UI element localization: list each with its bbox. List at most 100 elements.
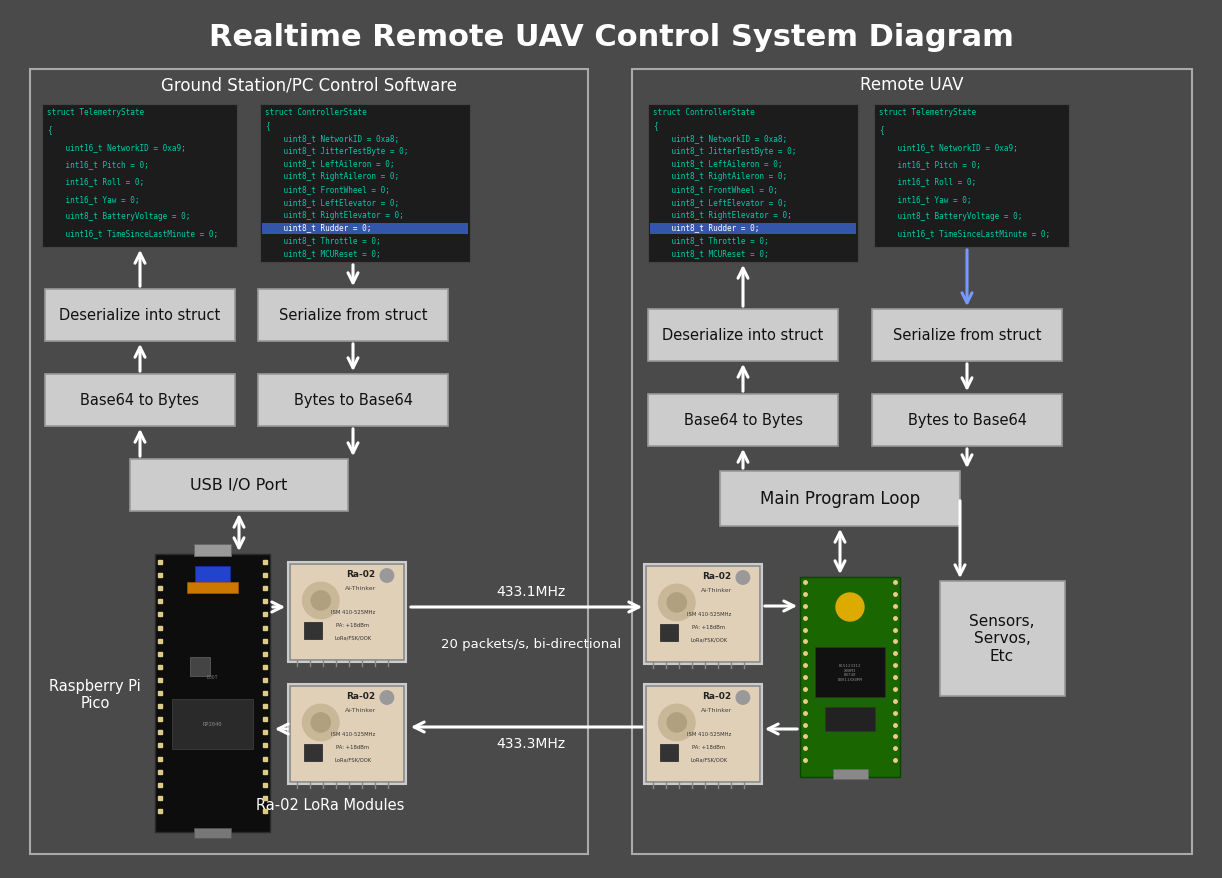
Circle shape [312,713,330,732]
Text: uint8_t MCUReset = 0;: uint8_t MCUReset = 0; [265,248,380,258]
Circle shape [312,591,330,610]
FancyBboxPatch shape [260,104,470,263]
Text: uint16_t TimeSinceLastMinute = 0;: uint16_t TimeSinceLastMinute = 0; [879,229,1050,238]
Text: Bytes to Base64: Bytes to Base64 [293,393,413,408]
Text: {: { [265,120,270,130]
Text: {: { [653,120,657,130]
Text: LoRa/FSK/OOK: LoRa/FSK/OOK [334,757,371,761]
FancyBboxPatch shape [172,699,253,749]
Text: uint8_t RightElevator = 0;: uint8_t RightElevator = 0; [265,211,403,220]
Text: PA: +18dBm: PA: +18dBm [692,624,726,630]
Text: Main Program Loop: Main Program Loop [760,490,920,507]
FancyBboxPatch shape [800,578,899,777]
Text: uint8_t RightElevator = 0;: uint8_t RightElevator = 0; [653,211,792,220]
Text: Ra-02: Ra-02 [346,570,375,579]
Circle shape [380,569,393,583]
Text: Base64 to Bytes: Base64 to Bytes [81,393,199,408]
Text: uint8_t BatteryVoltage = 0;: uint8_t BatteryVoltage = 0; [46,212,191,221]
Text: uint8_t LeftAileron = 0;: uint8_t LeftAileron = 0; [653,159,782,169]
Text: int16_t Roll = 0;: int16_t Roll = 0; [879,177,976,186]
FancyBboxPatch shape [290,687,404,782]
Text: uint8_t FrontWheel = 0;: uint8_t FrontWheel = 0; [265,184,390,194]
FancyBboxPatch shape [304,744,321,761]
FancyBboxPatch shape [194,828,231,838]
Text: uint8_t BatteryVoltage = 0;: uint8_t BatteryVoltage = 0; [879,212,1023,221]
Text: int16_t Yaw = 0;: int16_t Yaw = 0; [879,195,971,204]
Text: uint16_t NetworkID = 0xa9;: uint16_t NetworkID = 0xa9; [879,142,1018,152]
Text: uint8_t FrontWheel = 0;: uint8_t FrontWheel = 0; [653,184,778,194]
Text: uint8_t Throttle = 0;: uint8_t Throttle = 0; [653,236,769,245]
Text: struct ControllerState: struct ControllerState [265,108,367,117]
Circle shape [836,594,864,622]
Circle shape [303,704,338,741]
Text: Serialize from struct: Serialize from struct [893,328,1041,343]
Text: PA: +18dBm: PA: +18dBm [336,623,369,627]
FancyBboxPatch shape [832,769,868,779]
Text: BOOT: BOOT [207,673,219,679]
Text: uint8_t LeftElevator = 0;: uint8_t LeftElevator = 0; [653,198,787,206]
FancyBboxPatch shape [648,310,838,362]
FancyBboxPatch shape [45,290,235,342]
Text: uint8_t MCUReset = 0;: uint8_t MCUReset = 0; [653,248,769,258]
FancyBboxPatch shape [187,582,238,594]
Text: Ra-02: Ra-02 [703,572,731,580]
FancyBboxPatch shape [648,394,838,447]
Text: 433.3MHz: 433.3MHz [496,736,566,750]
Text: PA: +18dBm: PA: +18dBm [692,745,726,749]
Text: uint8_t Rudder = 0;: uint8_t Rudder = 0; [265,223,371,233]
Text: {: { [46,126,51,134]
Text: uint8_t JitterTestByte = 0;: uint8_t JitterTestByte = 0; [653,147,797,155]
FancyBboxPatch shape [650,223,855,234]
FancyBboxPatch shape [720,471,960,527]
Text: uint8_t LeftAileron = 0;: uint8_t LeftAileron = 0; [265,159,395,169]
Text: uint16_t NetworkID = 0xa9;: uint16_t NetworkID = 0xa9; [46,142,186,152]
Text: struct TelemetryState: struct TelemetryState [879,108,976,117]
FancyBboxPatch shape [262,223,468,234]
FancyBboxPatch shape [290,565,404,660]
Circle shape [380,691,393,704]
Text: uint8_t LeftElevator = 0;: uint8_t LeftElevator = 0; [265,198,400,206]
Text: LoRa/FSK/OOK: LoRa/FSK/OOK [690,757,727,761]
Text: Ai-Thinker: Ai-Thinker [345,585,376,590]
Text: struct TelemetryState: struct TelemetryState [46,108,144,117]
FancyBboxPatch shape [130,459,348,511]
Text: Raspberry Pi
Pico: Raspberry Pi Pico [49,678,141,710]
Text: BL5123312
X00MI
B0740
D0811XX0MM: BL5123312 X00MI B0740 D0811XX0MM [837,664,863,681]
Text: {: { [879,126,884,134]
Text: 20 packets/s, bi-directional: 20 packets/s, bi-directional [441,637,621,651]
Circle shape [736,572,749,585]
Text: Sensors,
Servos,
Etc: Sensors, Servos, Etc [969,614,1035,663]
FancyBboxPatch shape [646,566,760,662]
FancyBboxPatch shape [155,554,270,832]
Circle shape [667,713,687,732]
FancyBboxPatch shape [258,375,448,427]
Text: Ai-Thinker: Ai-Thinker [701,707,732,712]
FancyBboxPatch shape [196,566,230,583]
Text: 433.1MHz: 433.1MHz [496,585,566,598]
FancyBboxPatch shape [644,565,763,665]
Text: USB I/O Port: USB I/O Port [191,478,287,493]
FancyBboxPatch shape [815,647,885,697]
FancyBboxPatch shape [189,657,210,677]
Text: int16_t Roll = 0;: int16_t Roll = 0; [46,177,144,186]
Text: PA: +18dBm: PA: +18dBm [336,745,369,749]
Text: Ra-02 LoRa Modules: Ra-02 LoRa Modules [255,797,404,812]
Text: struct ControllerState: struct ControllerState [653,108,755,117]
Text: Serialize from struct: Serialize from struct [279,308,428,323]
FancyBboxPatch shape [644,684,763,784]
Text: Ai-Thinker: Ai-Thinker [701,587,732,592]
Text: uint8_t RightAileron = 0;: uint8_t RightAileron = 0; [653,172,787,181]
FancyBboxPatch shape [45,375,235,427]
FancyBboxPatch shape [873,394,1062,447]
Text: LoRa/FSK/OOK: LoRa/FSK/OOK [690,637,727,642]
Text: uint8_t JitterTestByte = 0;: uint8_t JitterTestByte = 0; [265,147,408,155]
Text: Realtime Remote UAV Control System Diagram: Realtime Remote UAV Control System Diagr… [209,24,1013,53]
Text: int16_t Pitch = 0;: int16_t Pitch = 0; [879,160,981,169]
Text: ISM 410-525MHz: ISM 410-525MHz [687,612,731,617]
Circle shape [303,583,338,619]
Text: uint8_t Rudder = 0;: uint8_t Rudder = 0; [653,223,759,233]
FancyBboxPatch shape [258,290,448,342]
Text: uint8_t Throttle = 0;: uint8_t Throttle = 0; [265,236,380,245]
FancyBboxPatch shape [825,707,875,731]
Text: Ra-02: Ra-02 [346,691,375,701]
